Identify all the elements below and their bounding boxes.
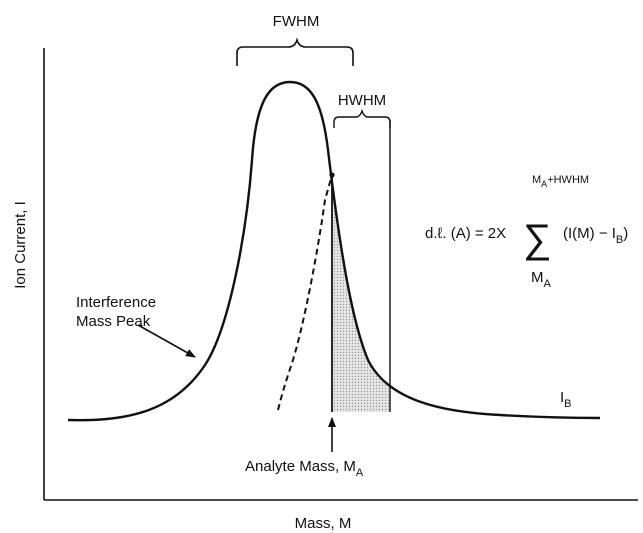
formula-upper-limit: MA+HWHM [532, 174, 589, 189]
hwhm-brace [333, 108, 391, 128]
interference-peak-curve [67, 80, 601, 422]
shaded-area [332, 175, 390, 412]
formula-lhs: d.ℓ. (A) = 2X [425, 225, 506, 242]
interference-label-line2: Mass Peak [76, 313, 151, 330]
analyte-mass-label: Analyte Mass, MA [245, 458, 364, 479]
detection-limit-formula: MA+HWHM d.ℓ. (A) = 2X ∑ (I(M) − IB) MA [425, 174, 628, 290]
interference-label-line1: Interference [76, 294, 156, 311]
ib-label: IB [560, 389, 572, 410]
analyte-peak-point [329, 172, 335, 178]
interference-arrow [137, 324, 196, 358]
summation-symbol: ∑ [523, 217, 552, 261]
analyte-peak-dashed-curve [277, 174, 333, 411]
formula-term: (I(M) − IB) [563, 225, 628, 246]
fwhm-label: FWHM [273, 13, 320, 30]
formula-lower-limit: MA [531, 269, 552, 290]
fwhm-brace [236, 37, 354, 66]
x-axis-label: Mass, M [295, 515, 352, 532]
y-axis-label: Ion Current, I [12, 201, 29, 289]
hwhm-label: HWHM [338, 92, 386, 109]
